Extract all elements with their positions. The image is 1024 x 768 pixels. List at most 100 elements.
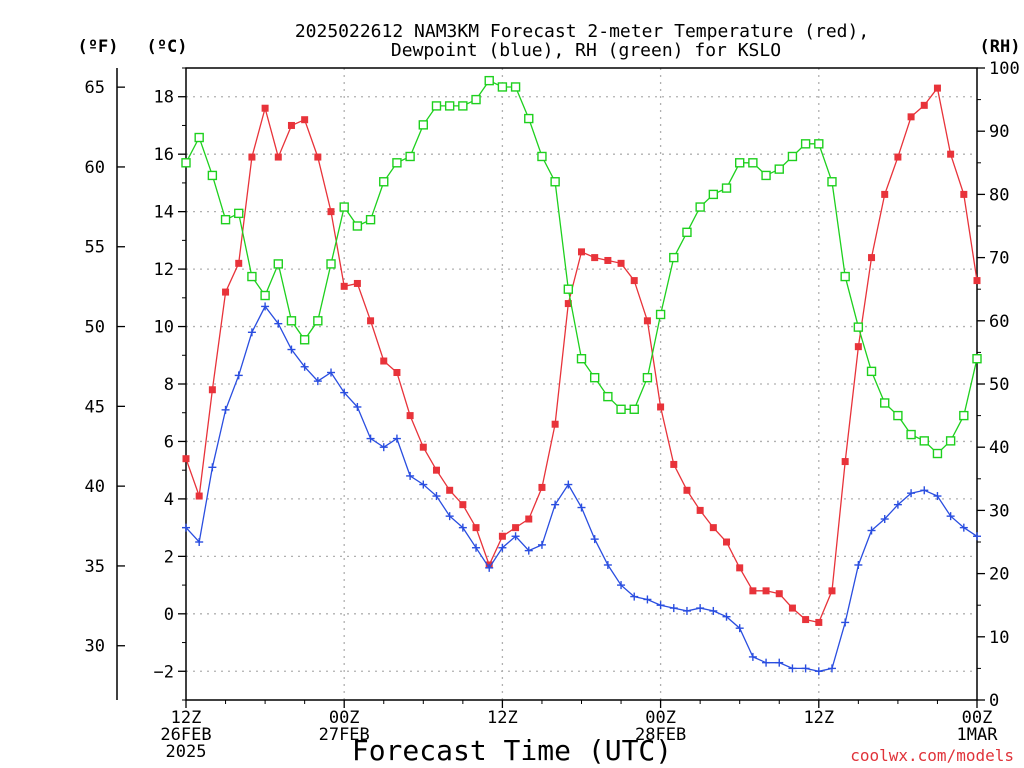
dewpoint-point	[973, 532, 981, 541]
dewpoint-point	[287, 345, 296, 354]
temperature-point	[195, 492, 203, 500]
rh-point	[906, 429, 916, 440]
rh-point	[299, 335, 310, 345]
temperature-point	[512, 524, 520, 532]
dewpoint-point	[854, 560, 863, 569]
dewpoint-point	[551, 500, 560, 509]
dewpoint-point	[313, 377, 322, 386]
temperature-point	[419, 443, 427, 451]
temperature-point	[907, 113, 915, 121]
temperature-point	[432, 466, 440, 474]
temperature-point	[235, 259, 243, 267]
celsius-tick-label: 18	[154, 88, 174, 108]
temperature-point	[604, 256, 612, 264]
rh-tick-label: 70	[989, 249, 1009, 269]
time-tick-label: 12Z	[803, 708, 834, 728]
rh-point	[840, 271, 850, 282]
rh-point	[721, 183, 732, 193]
dewpoint-point	[946, 512, 955, 521]
temperature-point	[788, 604, 796, 612]
dewpoint-point	[511, 532, 520, 541]
temperature-point	[854, 343, 862, 351]
dewpoint-point	[445, 512, 454, 521]
dewpoint-point	[274, 319, 283, 328]
dewpoint-point	[327, 368, 336, 377]
rh-point	[603, 391, 613, 402]
rh-tick-label: 40	[989, 438, 1009, 458]
celsius-tick-label: 14	[154, 203, 174, 223]
rh-point	[761, 170, 771, 181]
temperature-point	[696, 506, 704, 514]
temperature-point	[393, 369, 401, 377]
rh-point	[234, 208, 244, 219]
dewpoint-point	[920, 486, 929, 495]
rh-point	[655, 309, 666, 320]
temperature-point	[947, 150, 955, 158]
rh-point	[959, 410, 969, 421]
celsius-tick-label: 4	[164, 490, 174, 510]
rh-point	[484, 75, 494, 86]
rh-point	[220, 214, 231, 225]
rh-point	[576, 354, 587, 364]
dewpoint-point	[617, 581, 626, 590]
rh-tick-label: 50	[989, 375, 1009, 395]
temperature-point	[643, 317, 651, 325]
rh-point	[181, 158, 191, 168]
dewpoint-point	[669, 604, 678, 613]
temperature-point	[630, 277, 638, 285]
rh-point	[563, 284, 574, 294]
temperature-point	[287, 121, 295, 129]
temperature-point	[815, 618, 823, 626]
rh-point	[550, 177, 560, 187]
rh-point	[919, 436, 929, 446]
dewpoint-point	[656, 601, 665, 610]
rh-point	[273, 259, 283, 269]
temperature-point	[327, 208, 335, 216]
dewpoint-point	[485, 563, 494, 572]
dewpoint-point	[959, 523, 968, 532]
temperature-point	[881, 190, 889, 198]
temperature-point	[340, 282, 348, 290]
rh-point	[510, 82, 521, 92]
temperature-point	[591, 254, 599, 262]
rh-point	[932, 448, 943, 459]
dewpoint-point	[379, 443, 388, 452]
rh-point	[471, 94, 481, 105]
fahrenheit-tick-label: 65	[85, 78, 105, 98]
dewpoint-point	[893, 500, 902, 509]
rh-point	[589, 372, 600, 383]
dewpoint-point	[577, 503, 586, 512]
time-tick-label: 27FEB	[319, 725, 370, 745]
rh-point	[695, 202, 705, 212]
temperature-point	[933, 84, 941, 92]
dewpoint-point	[590, 535, 599, 544]
dewpoint-point	[182, 523, 190, 532]
rh-point	[682, 227, 692, 238]
rh-tick-label: 30	[989, 501, 1009, 521]
dewpoint-point	[498, 543, 507, 552]
dewpoint-point	[880, 515, 889, 524]
dewpoint-point	[801, 664, 810, 673]
unit-label-rh: (RH)	[980, 37, 1021, 57]
rh-point	[787, 151, 798, 162]
rh-tick-label: 80	[989, 185, 1009, 205]
dewpoint-point	[630, 592, 639, 601]
celsius-tick-label: −2	[154, 662, 174, 682]
dewpoint-point	[419, 480, 428, 489]
dewpoint-point	[814, 667, 823, 676]
rh-point	[880, 398, 890, 408]
dewpoint-point	[406, 471, 415, 480]
rh-point	[853, 322, 864, 332]
temperature-point	[868, 254, 876, 262]
temperature-point	[446, 486, 454, 494]
dewpoint-point	[366, 434, 375, 443]
temperature-point	[749, 587, 757, 595]
rh-point	[537, 151, 547, 162]
unit-label-fahrenheit: (ºF)	[78, 37, 119, 57]
temperature-point	[709, 524, 717, 532]
dewpoint-point	[696, 604, 705, 613]
rh-point	[524, 113, 534, 124]
rh-point	[405, 151, 415, 162]
rh-point	[431, 101, 442, 111]
